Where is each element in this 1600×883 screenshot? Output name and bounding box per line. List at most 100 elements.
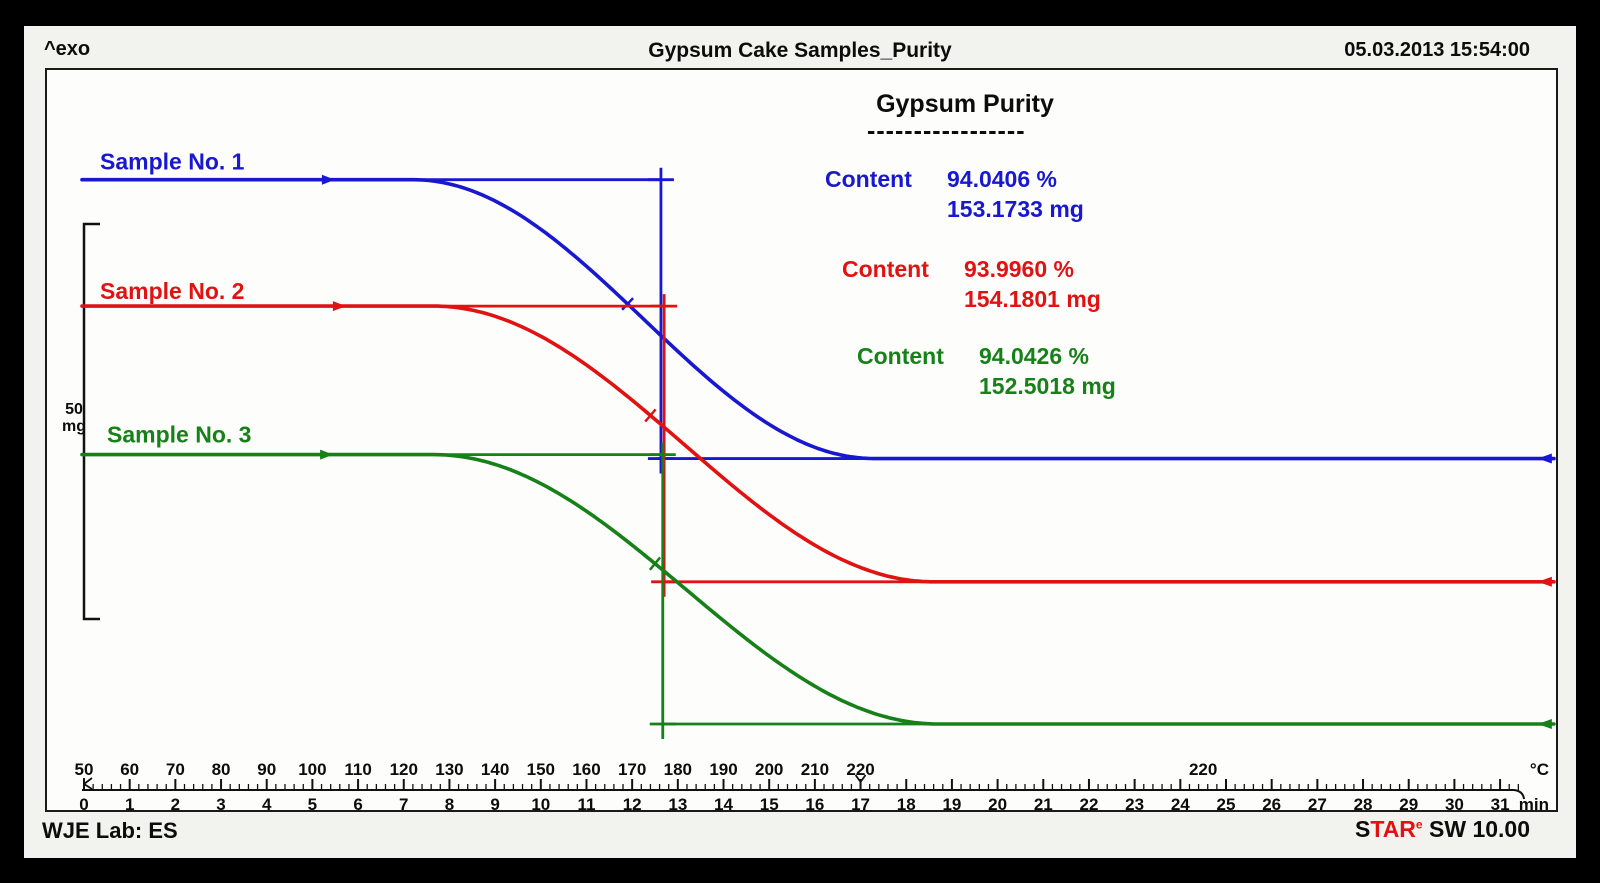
time-tick-label: 1 <box>125 795 134 810</box>
temp-tick-label: 170 <box>618 760 646 779</box>
software-tar: TAR <box>1370 816 1416 842</box>
time-tick-label: 20 <box>988 795 1007 810</box>
temp-tick-label: 110 <box>344 760 371 779</box>
x-axis: 50 60 70 80 90 100 110 120 130 140 150 160 170 180 190… <box>75 760 1549 810</box>
chart-panel: 50 60 70 80 90 100 110 120 130 140 150 160 170 180 190… <box>45 68 1558 812</box>
time-tick-label: 30 <box>1445 795 1464 810</box>
series-label-sample-no-2: Sample No. 2 <box>100 278 244 304</box>
temp-tick-label: 100 <box>298 760 326 779</box>
time-tick-label: 15 <box>760 795 779 810</box>
time-tick-label: 5 <box>308 795 317 810</box>
temp-tick-label: 180 <box>664 760 692 779</box>
report-datetime: 05.03.2013 15:54:00 <box>1344 39 1530 61</box>
time-tick-label: 12 <box>623 795 642 810</box>
scalebar-label: 50 mg <box>51 401 97 435</box>
annotation-title: Gypsum Purity <box>876 90 1054 118</box>
time-tick-label: 18 <box>897 795 916 810</box>
software-s: S <box>1355 816 1371 842</box>
time-tick-label: 28 <box>1354 795 1373 810</box>
content-percent: 94.0406 % <box>947 166 1057 192</box>
software-suffix: SW 10.00 <box>1422 816 1530 842</box>
mid-step-tick <box>621 297 634 311</box>
time-tick-label: 6 <box>353 795 362 810</box>
plateau-arrow <box>332 301 346 312</box>
plateau-arrow <box>321 174 335 185</box>
end-arrow <box>1537 576 1552 587</box>
temp-tick-label: 130 <box>435 760 463 779</box>
end-arrow <box>1537 719 1552 729</box>
mid-step-tick <box>648 556 662 571</box>
scalebar-unit: mg <box>62 418 86 435</box>
report-canvas: ^exo Gypsum Cake Samples_Purity 05.03.20… <box>24 26 1576 858</box>
segment-start-mark <box>83 777 93 790</box>
plateau-arrow <box>320 449 334 460</box>
series-sample-no-1: Sample No. 1 <box>80 149 1556 474</box>
time-tick-label: 24 <box>1171 795 1190 810</box>
temp-tick-label: 220 <box>846 760 874 779</box>
tga-chart: 50 60 70 80 90 100 110 120 130 140 150 160 170 180 190… <box>75 149 1556 810</box>
software-version-label: STARe SW 10.00 <box>1355 816 1530 843</box>
time-tick-label: 14 <box>714 795 733 810</box>
curve-sample-no-3 <box>80 452 1556 726</box>
content-mass: 153.1733 mg <box>947 196 1084 222</box>
time-tick-label: 8 <box>445 795 454 810</box>
temp-tick-label: 50 <box>75 760 94 779</box>
exo-direction-label: ^exo <box>44 38 91 60</box>
time-tick-label: 3 <box>216 795 225 810</box>
annotation-separator: ----------------- <box>867 118 1026 144</box>
time-tick-label: 16 <box>805 795 824 810</box>
end-arrow <box>1537 453 1552 464</box>
time-tick-label: 7 <box>399 795 408 810</box>
content-entry-sample-3: Content 94.0426 % 152.5018 mg <box>857 341 1116 401</box>
time-tick-label: 21 <box>1034 795 1053 810</box>
content-mass: 154.1801 mg <box>964 286 1101 312</box>
temp-axis-unit: °C <box>1530 760 1549 779</box>
time-tick-label: 11 <box>577 795 595 810</box>
content-entry-sample-1: Content 94.0406 % 153.1733 mg <box>825 164 1084 224</box>
temp-tick-label: 80 <box>212 760 231 779</box>
time-tick-label: 27 <box>1308 795 1327 810</box>
series-label-sample-no-3: Sample No. 3 <box>107 422 251 448</box>
time-tick-label: 23 <box>1125 795 1144 810</box>
content-percent: 94.0426 % <box>979 343 1089 369</box>
time-tick-label: 9 <box>490 795 499 810</box>
content-label: Content <box>857 343 944 369</box>
time-tick-label: 4 <box>262 795 272 810</box>
series-sample-no-3: Sample No. 3 <box>80 422 1556 739</box>
time-tick-label: 10 <box>531 795 550 810</box>
temp-tick-label: 70 <box>166 760 185 779</box>
content-mass: 152.5018 mg <box>979 373 1116 399</box>
time-tick-label: 0 <box>79 795 88 810</box>
time-tick-label: 17 <box>851 795 870 810</box>
series-sample-no-2: Sample No. 2 <box>80 278 1556 597</box>
time-tick-label: 19 <box>942 795 961 810</box>
scalebar-value: 50 <box>65 401 83 418</box>
time-tick-label: 22 <box>1079 795 1098 810</box>
temp-tick-label: 140 <box>481 760 509 779</box>
temp-tick-label: 200 <box>755 760 783 779</box>
curve-sample-no-1 <box>80 177 1556 461</box>
time-tick-label: 25 <box>1217 795 1236 810</box>
software-sup-e: e <box>1415 817 1423 832</box>
time-tick-label: 26 <box>1262 795 1281 810</box>
temp-tick-label: 60 <box>120 760 139 779</box>
x-axis-line <box>82 789 1525 800</box>
time-tick-label: 29 <box>1399 795 1418 810</box>
mid-step-tick <box>644 408 657 423</box>
content-entry-sample-2: Content 93.9960 % 154.1801 mg <box>842 254 1101 314</box>
content-label: Content <box>825 166 912 192</box>
time-tick-label: 31 <box>1491 795 1510 810</box>
temp-tick-label: 90 <box>257 760 276 779</box>
content-percent: 93.9960 % <box>964 256 1074 282</box>
temp-tick-label: 190 <box>709 760 737 779</box>
scalebar-bracket <box>82 222 100 621</box>
temp-tick-label: 210 <box>801 760 829 779</box>
time-tick-label: 13 <box>668 795 687 810</box>
lab-operator-label: WJE Lab: ES <box>42 818 178 843</box>
content-label: Content <box>842 256 929 282</box>
temp-tick-label: 120 <box>390 760 418 779</box>
isothermal-temp-label: 220 <box>1189 760 1217 779</box>
series-label-sample-no-1: Sample No. 1 <box>100 149 245 175</box>
time-tick-label: 2 <box>171 795 180 810</box>
temp-tick-label: 160 <box>572 760 600 779</box>
